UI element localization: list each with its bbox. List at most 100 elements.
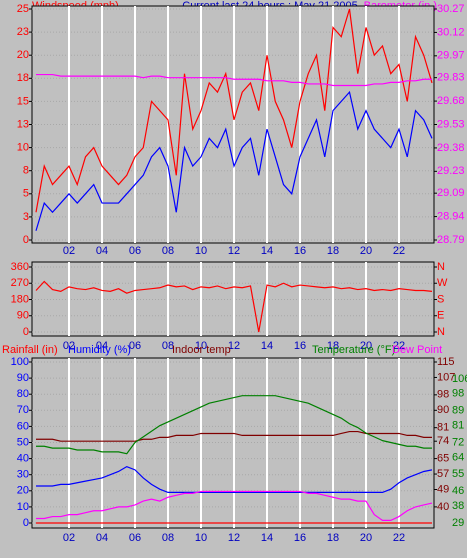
y-tick-label: 8 [23,165,29,177]
y-tick-label: 80 [17,388,29,400]
y2-tick-label: 29.83 [437,72,465,84]
series-line [36,395,432,455]
legend-entry: Indoor temp [172,344,231,356]
x-tick-label: 04 [96,340,108,352]
x-tick-label: 10 [195,340,207,352]
y-tick-label: 3 [23,211,29,223]
y-tick-label: 70 [17,404,29,416]
y-tick-label: 20 [17,485,29,497]
y2-tick-label: 29.53 [437,118,465,130]
x-tick-label: 22 [393,245,405,257]
y3-tick-label: 89 [452,405,464,417]
y3-tick-label: 55 [452,468,464,480]
x-tick-label: 18 [327,532,339,544]
y-tick-label: 10 [17,142,29,154]
y3-tick-label: 38 [452,500,464,512]
x-tick-label: 20 [360,532,372,544]
x-tick-label: 12 [228,340,240,352]
legend-entry: Rainfall (in) [2,344,58,356]
y2-tick-label: 28.79 [437,234,465,246]
x-tick-label: 16 [294,532,306,544]
legend-entry: Humidity (%) [68,344,131,356]
y2-tick-label: 57 [437,468,449,480]
y2-tick-label: S [437,293,444,305]
y2-tick-label: 29.68 [437,95,465,107]
x-tick-label: 08 [162,245,174,257]
y3-tick-label: 81 [452,420,464,432]
x-tick-label: 08 [162,532,174,544]
y-tick-label: 90 [17,310,29,322]
series-line [35,8,433,213]
y2-tick-label: 29.97 [437,50,465,62]
x-tick-label: 04 [96,245,108,257]
y2-tick-label: 98 [437,389,449,401]
y-tick-label: 50 [17,436,29,448]
y2-tick-label: 107 [437,371,455,383]
x-tick-label: 22 [393,532,405,544]
y-tick-label: 0 [23,234,29,246]
y3-tick-label: 72 [452,436,464,448]
y2-tick-label: 29.23 [437,165,465,177]
y-tick-label: 25 [17,3,29,15]
x-tick-label: 16 [294,340,306,352]
y-tick-label: 15 [17,95,29,107]
x-tick-label: 18 [327,245,339,257]
x-tick-label: 14 [261,340,273,352]
x-tick-label: 10 [195,532,207,544]
y2-tick-label: 74 [437,435,449,447]
y-tick-label: 0 [23,326,29,338]
series-line [36,490,433,522]
x-tick-label: 06 [129,532,141,544]
y2-tick-label: 90 [437,404,449,416]
y-tick-label: 20 [17,49,29,61]
y2-tick-label: W [437,277,448,289]
x-tick-label: 12 [228,532,240,544]
y2-tick-label: 30.12 [437,26,465,38]
y-tick-label: 23 [17,26,29,38]
y2-tick-label: N [437,261,445,273]
x-tick-label: 04 [96,532,108,544]
series-line [36,73,432,87]
y3-tick-label: 64 [452,451,464,463]
series-line [35,90,433,231]
x-tick-label: 02 [63,245,75,257]
legend-entry: Dew Point [392,344,442,356]
x-tick-label: 02 [63,532,75,544]
y-tick-label: 90 [17,372,29,384]
y2-tick-label: 30.27 [437,3,465,15]
y2-tick-label: 49 [437,483,449,495]
y3-tick-label: 106 [452,373,467,385]
x-tick-label: 16 [294,245,306,257]
series-line [35,280,433,333]
x-tick-label: 14 [261,245,273,257]
y3-tick-label: 98 [452,388,464,400]
y-tick-label: 180 [11,293,29,305]
x-tick-label: 20 [360,245,372,257]
x-tick-label: 08 [162,340,174,352]
y2-tick-label: 28.94 [437,210,465,222]
y-tick-label: 30 [17,469,29,481]
x-tick-label: 14 [261,532,273,544]
y-tick-label: 0 [23,517,29,529]
y-tick-label: 270 [11,277,29,289]
y-tick-label: 18 [17,72,29,84]
y-tick-label: 60 [17,420,29,432]
x-tick-label: 02 [63,340,75,352]
y-tick-label: 13 [17,118,29,130]
y2-tick-label: E [437,310,444,322]
x-tick-label: 18 [327,340,339,352]
y-tick-label: 40 [17,453,29,465]
y-tick-label: 100 [11,356,29,368]
x-tick-label: 12 [228,245,240,257]
legend-entry: Temperature (°F) [312,344,395,356]
y3-tick-label: 46 [452,485,464,497]
y2-tick-label: 65 [437,452,449,464]
y2-tick-label: 40 [437,501,449,513]
y2-tick-label: 81 [437,422,449,434]
series-line [36,465,433,494]
y2-tick-label: N [437,326,445,338]
x-tick-label: 06 [129,245,141,257]
y2-tick-label: 115 [437,356,455,368]
